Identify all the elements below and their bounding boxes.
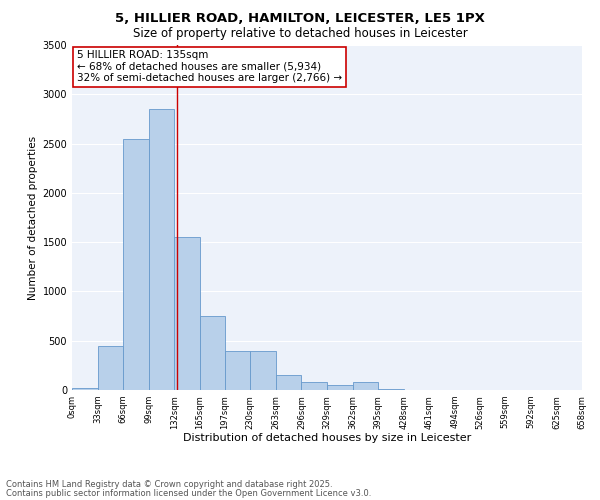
Bar <box>98 346 123 390</box>
Text: 5, HILLIER ROAD, HAMILTON, LEICESTER, LE5 1PX: 5, HILLIER ROAD, HAMILTON, LEICESTER, LE… <box>115 12 485 26</box>
Text: Contains HM Land Registry data © Crown copyright and database right 2025.: Contains HM Land Registry data © Crown c… <box>6 480 332 489</box>
Bar <box>200 316 226 390</box>
Y-axis label: Number of detached properties: Number of detached properties <box>28 136 38 300</box>
Bar <box>175 237 200 390</box>
Bar <box>378 389 404 390</box>
Bar <box>353 382 378 390</box>
Text: Size of property relative to detached houses in Leicester: Size of property relative to detached ho… <box>133 28 467 40</box>
Bar <box>72 388 98 390</box>
Text: Contains public sector information licensed under the Open Government Licence v3: Contains public sector information licen… <box>6 488 371 498</box>
Bar <box>301 382 327 390</box>
Bar <box>276 375 301 390</box>
Bar <box>149 109 175 390</box>
Text: 5 HILLIER ROAD: 135sqm
← 68% of detached houses are smaller (5,934)
32% of semi-: 5 HILLIER ROAD: 135sqm ← 68% of detached… <box>77 50 342 84</box>
Bar <box>123 138 149 390</box>
Bar <box>327 385 353 390</box>
Bar <box>224 350 250 390</box>
Bar <box>250 350 276 390</box>
X-axis label: Distribution of detached houses by size in Leicester: Distribution of detached houses by size … <box>183 433 471 443</box>
